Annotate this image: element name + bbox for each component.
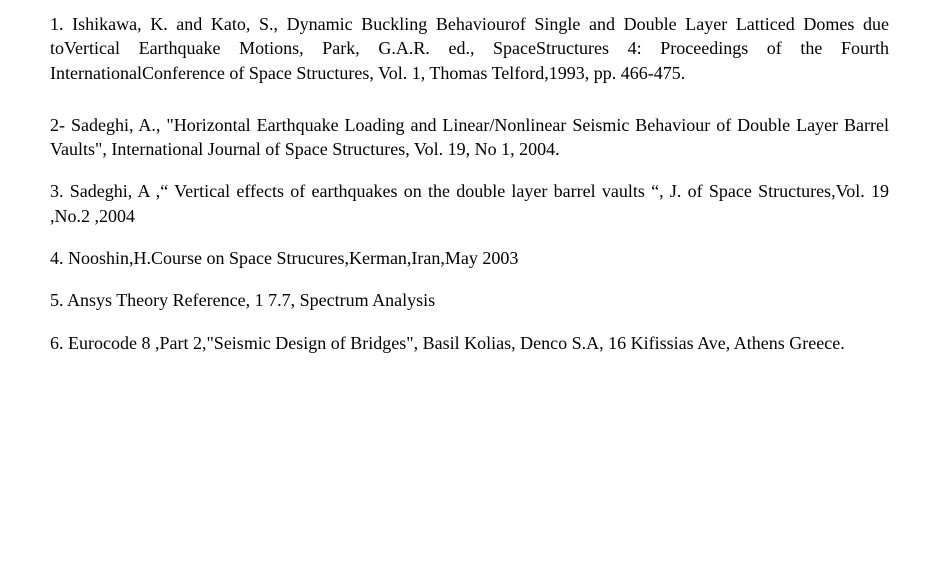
reference-item-6: 6. Eurocode 8 ,Part 2,"Seismic Design of… — [50, 331, 889, 355]
reference-item-1: 1. Ishikawa, K. and Kato, S., Dynamic Bu… — [50, 12, 889, 85]
reference-item-2: 2- Sadeghi, A., "Horizontal Earthquake L… — [50, 113, 889, 162]
reference-item-3: 3. Sadeghi, A ,“ Vertical effects of ear… — [50, 179, 889, 228]
reference-item-4: 4. Nooshin,H.Course on Space Strucures,K… — [50, 246, 889, 270]
reference-item-5: 5. Ansys Theory Reference, 1 7.7, Spectr… — [50, 288, 889, 312]
